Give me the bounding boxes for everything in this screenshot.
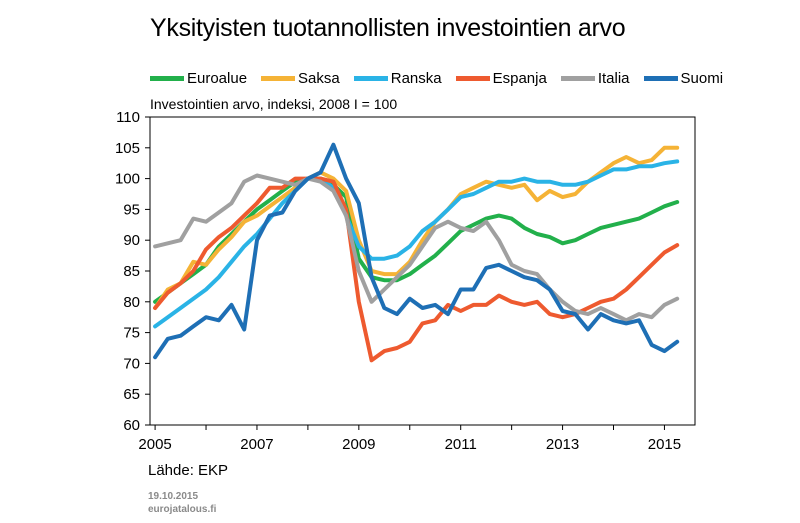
publish-date: 19.10.2015	[148, 491, 199, 502]
legend-swatch	[150, 76, 184, 81]
series-line-ranska	[153, 159, 680, 329]
site-name: eurojatalous.fi	[148, 504, 217, 515]
legend-label: Ranska	[390, 70, 442, 87]
y-tick-label: 85	[123, 263, 140, 280]
legend-swatch	[261, 76, 296, 81]
legend-item-suomi: Suomi	[643, 70, 724, 87]
legend-swatch	[560, 76, 595, 81]
legend-item-ranska: Ranska	[353, 70, 442, 87]
y-tick-label: 75	[123, 325, 140, 342]
y-tick-label: 105	[115, 140, 140, 157]
legend-item-espanja: Espanja	[455, 70, 547, 87]
legend-label: Suomi	[680, 70, 724, 87]
legend-label: Saksa	[298, 70, 340, 87]
legend-label: Italia	[597, 70, 630, 87]
legend-swatch	[353, 76, 388, 81]
y-tick-label: 95	[123, 201, 140, 218]
x-tick-label: 2009	[342, 436, 375, 453]
x-tick-label: 2005	[138, 436, 171, 453]
legend-item-saksa: Saksa	[261, 70, 340, 87]
y-tick-label: 65	[123, 386, 140, 403]
legend-label: Espanja	[492, 70, 547, 87]
y-tick-label: 90	[123, 232, 140, 249]
chart-subtitle: Investointien arvo, indeksi, 2008 I = 10…	[150, 96, 398, 112]
legend-item-euroalue: Euroalue	[150, 70, 247, 87]
series-line-suomi	[153, 142, 680, 360]
legend-swatch	[643, 76, 678, 81]
x-tick-label: 2015	[648, 436, 681, 453]
x-tick-label: 2013	[546, 436, 579, 453]
chart-title: Yksityisten tuotannollisten investointie…	[150, 14, 626, 42]
x-tick-label: 2011	[445, 436, 477, 453]
x-tick-label: 2007	[240, 436, 273, 453]
legend: Euroalue Saksa Ranska Espanja Italia Suomi	[150, 70, 737, 87]
y-tick-label: 110	[116, 109, 140, 126]
series-line-espanja	[153, 176, 680, 363]
series-line-italia	[153, 173, 680, 323]
y-tick-label: 60	[123, 417, 140, 434]
legend-item-italia: Italia	[560, 70, 630, 87]
y-tick-label: 70	[123, 355, 140, 372]
y-tick-label: 80	[123, 294, 140, 311]
legend-label: Euroalue	[187, 70, 248, 87]
source-note: Lähde: EKP	[148, 462, 229, 479]
y-tick-label: 100	[115, 171, 140, 188]
legend-swatch	[455, 76, 490, 81]
